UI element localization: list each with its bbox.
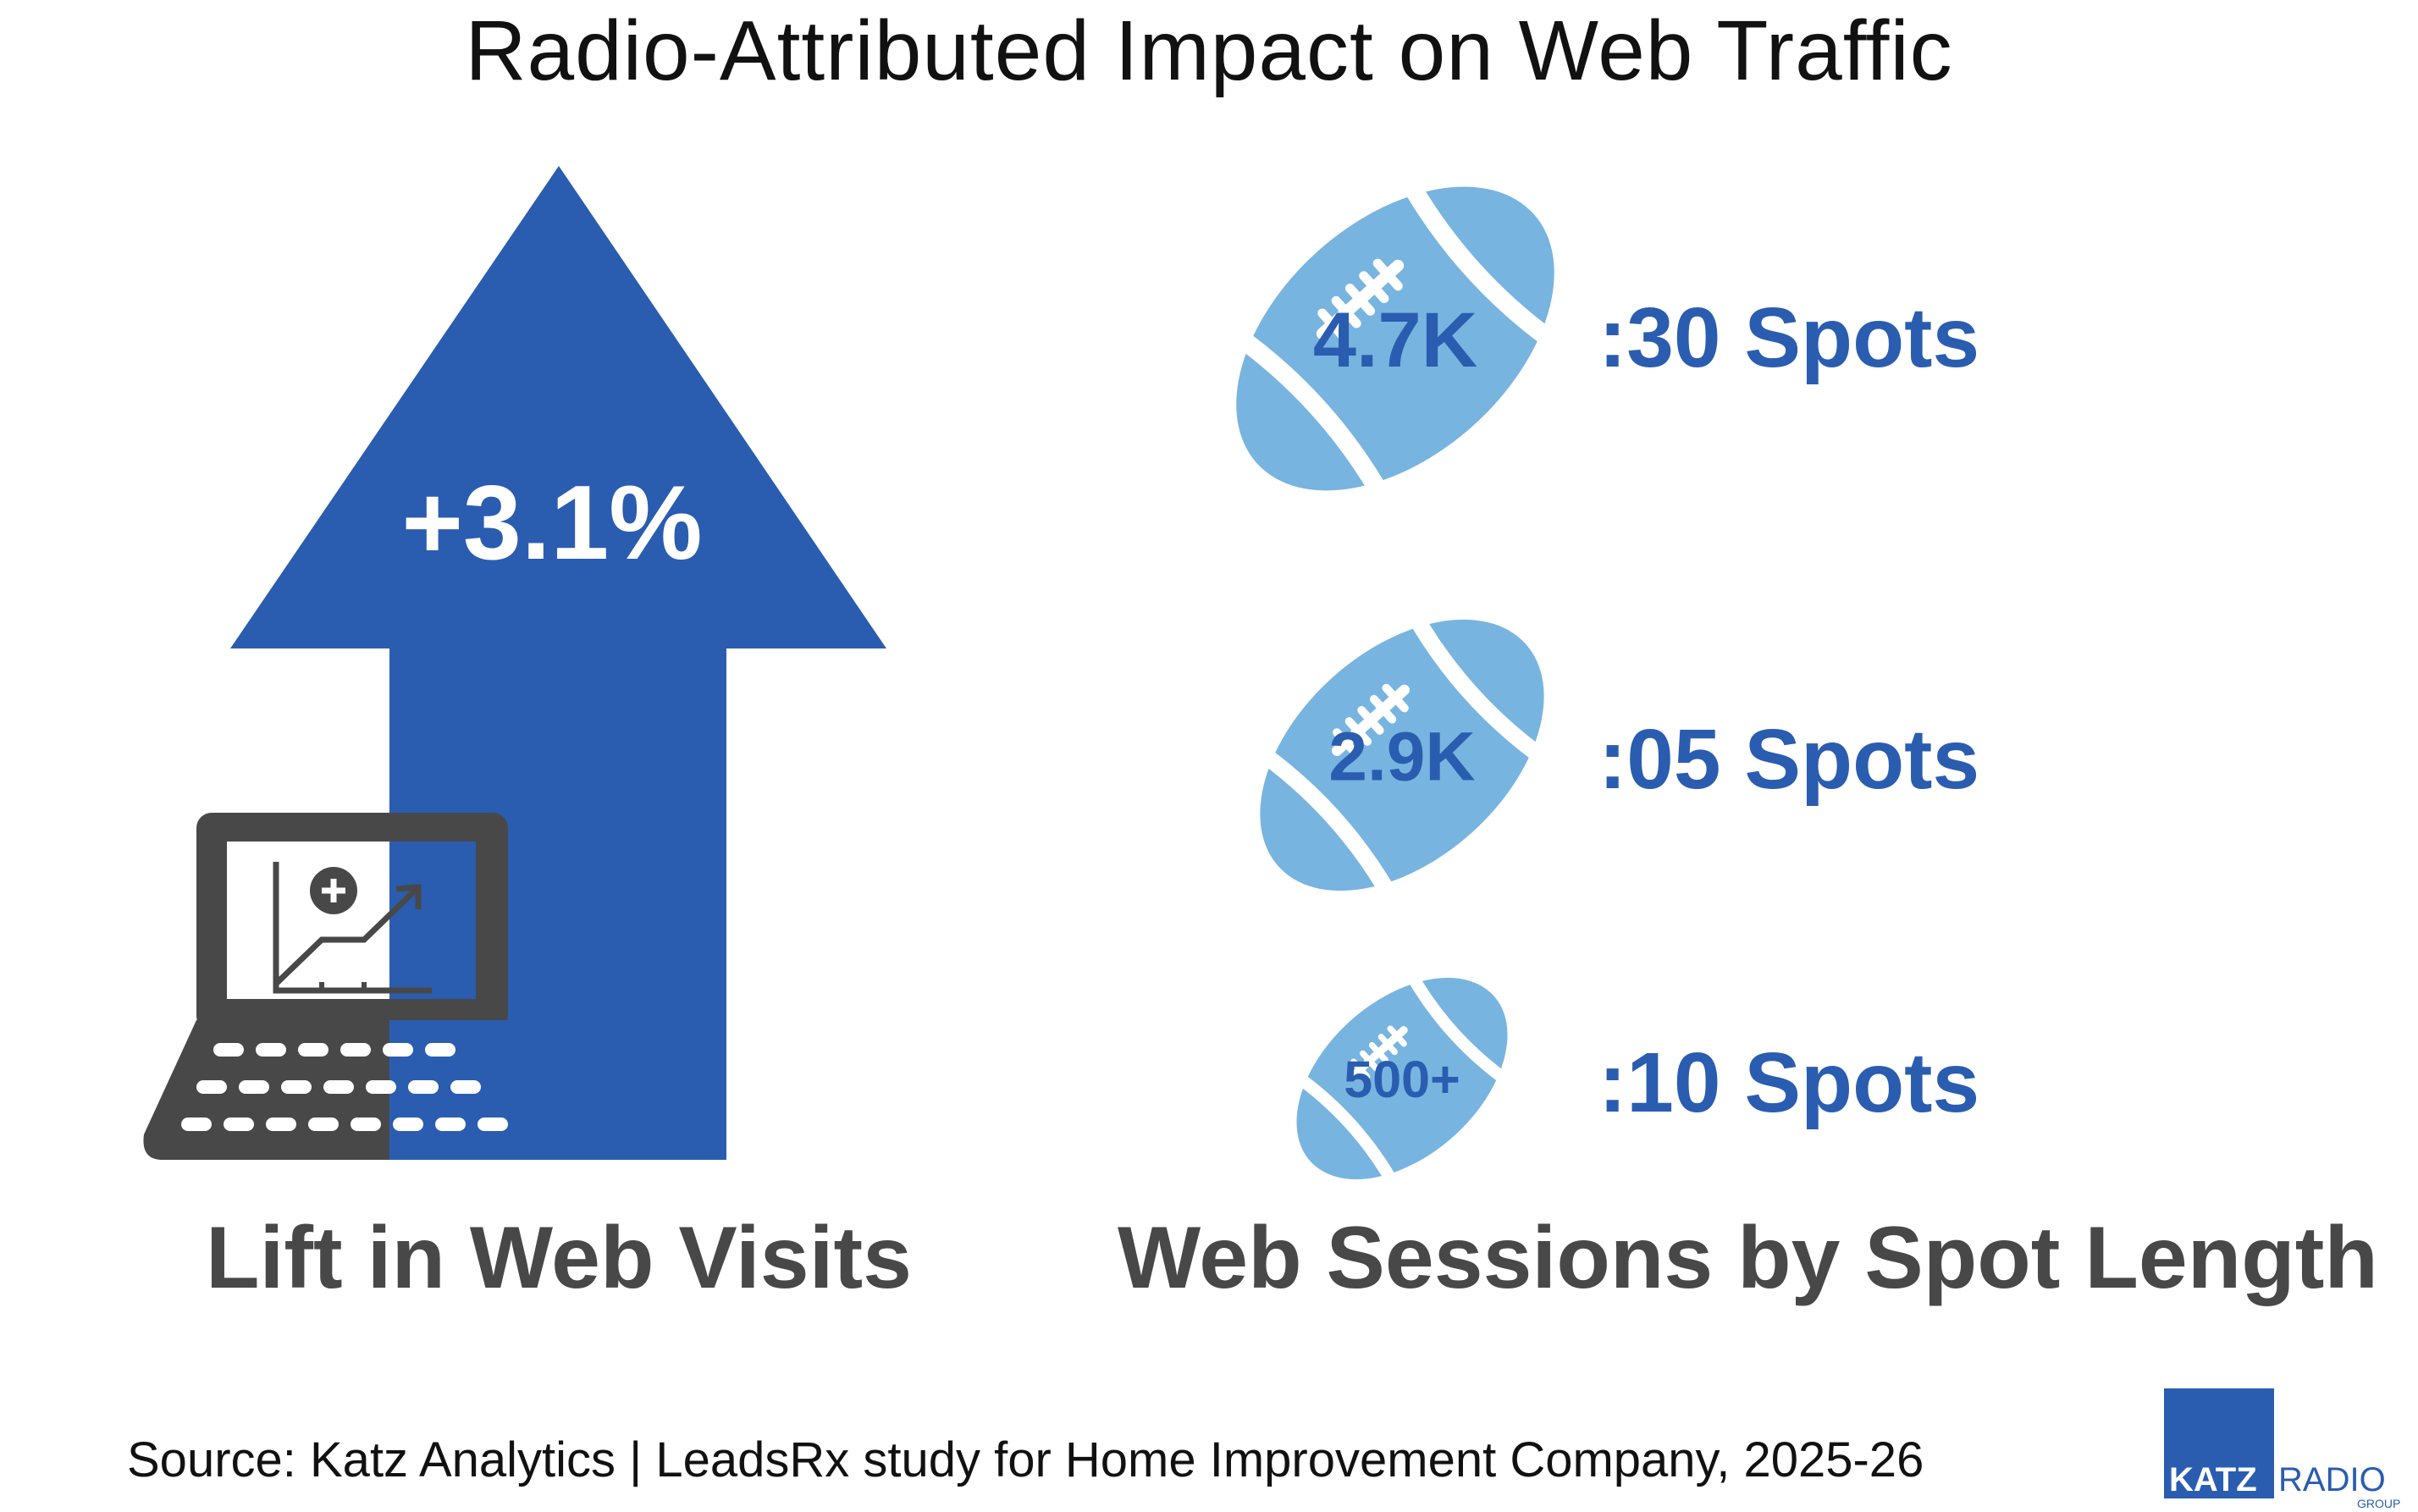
keyboard-key <box>298 1043 328 1057</box>
sessions-caption: Web Sessions by Spot Length <box>1118 1209 2378 1307</box>
keyboard-key <box>351 1117 381 1131</box>
football-icon <box>1268 944 1536 1213</box>
session-value: 4.7K <box>1313 297 1477 384</box>
logo-mark <box>2164 1388 2274 1498</box>
lift-caption: Lift in Web Visits <box>205 1209 913 1307</box>
keyboard-key <box>239 1080 269 1094</box>
keyboard-key <box>425 1043 455 1057</box>
football-icon <box>1194 136 1597 541</box>
keyboard-key <box>478 1117 508 1131</box>
session-value: 500+ <box>1344 1051 1460 1108</box>
keyboard-key <box>366 1080 396 1094</box>
spot-label-05: :05 Spots <box>1598 712 1980 807</box>
logo-radio-text: RADIO <box>2278 1461 2386 1498</box>
lift-value: +3.1% <box>401 465 702 582</box>
keyboard-key <box>224 1117 254 1131</box>
keyboard-key <box>256 1043 286 1057</box>
keyboard-key <box>266 1117 296 1131</box>
keyboard-key <box>181 1117 212 1131</box>
keyboard-key <box>196 1080 227 1094</box>
spot-label-10: :10 Spots <box>1598 1035 1980 1130</box>
laptop-chart-icon <box>143 813 563 1160</box>
football-icon <box>1222 574 1582 936</box>
page-title: Radio-Attributed Impact on Web Traffic <box>465 3 1953 98</box>
keyboard-key <box>408 1080 439 1094</box>
keyboard-key <box>450 1080 481 1094</box>
session-value: 2.9K <box>1328 719 1475 796</box>
spot-label-30: :30 Spots <box>1598 290 1980 385</box>
keyboard-key <box>323 1080 354 1094</box>
keyboard-key <box>281 1080 312 1094</box>
keyboard-key <box>435 1117 466 1131</box>
keyboard-key <box>393 1117 423 1131</box>
source-note: Source: Katz Analytics | LeadsRx study f… <box>127 1432 1924 1487</box>
keyboard-key <box>383 1043 413 1057</box>
keyboard-key <box>340 1043 371 1057</box>
logo-group-text: GROUP <box>2357 1497 2401 1510</box>
keyboard-key <box>213 1043 244 1057</box>
logo-katz-text: KATZ <box>2169 1461 2257 1498</box>
keyboard-key <box>308 1117 339 1131</box>
katz-radio-logo: KATZ RADIO GROUP <box>2164 1388 2410 1510</box>
